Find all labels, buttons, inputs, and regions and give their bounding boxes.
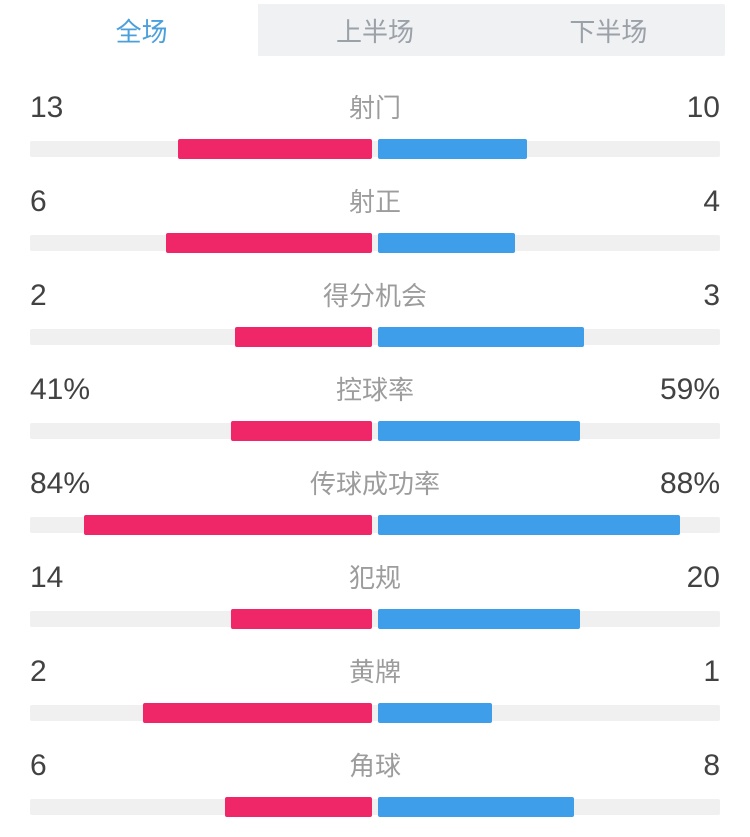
stat-row-shots: 13 射门 10	[30, 65, 720, 159]
stat-bar	[30, 327, 720, 347]
stat-row-head: 14 犯规 20	[30, 561, 720, 594]
home-bar	[225, 797, 372, 817]
away-bar	[378, 139, 527, 159]
home-value: 2	[30, 655, 47, 688]
home-bar	[84, 515, 372, 535]
stat-bar	[30, 233, 720, 253]
bar-track	[30, 705, 720, 721]
away-value: 3	[703, 279, 720, 312]
stat-label: 射正	[348, 187, 401, 217]
stat-row-head: 6 射正 4	[30, 185, 720, 218]
stat-row-head: 41% 控球率 59%	[30, 373, 720, 406]
away-value: 4	[703, 185, 720, 218]
away-bar	[378, 233, 515, 253]
bar-track	[30, 329, 720, 345]
stat-row-yellow-cards: 2 黄牌 1	[30, 629, 720, 723]
home-bar	[231, 421, 372, 441]
stat-row-head: 2 黄牌 1	[30, 655, 720, 688]
home-value: 84%	[30, 467, 91, 500]
bar-track	[30, 799, 720, 815]
stat-row-head: 2 得分机会 3	[30, 279, 720, 312]
stat-bar	[30, 515, 720, 535]
home-value: 6	[30, 185, 47, 218]
away-bar	[378, 327, 584, 347]
away-value: 59%	[659, 373, 720, 406]
stat-label: 得分机会	[322, 281, 427, 311]
home-bar	[231, 609, 372, 629]
away-bar	[378, 421, 580, 441]
stat-row-shots-on-target: 6 射正 4	[30, 159, 720, 253]
away-value: 20	[686, 561, 720, 594]
stat-row-fouls: 14 犯规 20	[30, 535, 720, 629]
stat-bar	[30, 703, 720, 723]
home-value: 2	[30, 279, 47, 312]
stat-row-pass-accuracy: 84% 传球成功率 88%	[30, 441, 720, 535]
stat-bar	[30, 139, 720, 159]
bar-track	[30, 423, 720, 439]
stat-row-corners: 6 角球 8	[30, 723, 720, 817]
tab-full-match[interactable]: 全场	[25, 4, 259, 56]
stat-label: 控球率	[335, 375, 414, 405]
away-value: 10	[686, 91, 720, 124]
home-value: 13	[30, 91, 64, 124]
home-bar	[235, 327, 372, 347]
tab-second-half[interactable]: 下半场	[569, 16, 648, 47]
stat-row-big-chances: 2 得分机会 3	[30, 253, 720, 347]
home-bar	[166, 233, 372, 253]
away-bar	[378, 797, 574, 817]
bar-track	[30, 141, 720, 157]
home-bar	[178, 139, 372, 159]
bar-track	[30, 611, 720, 627]
period-tabs: 全场 上半场 下半场	[25, 4, 725, 56]
tab-first-half[interactable]: 上半场	[335, 16, 414, 47]
stat-label: 犯规	[348, 563, 401, 593]
stat-row-head: 84% 传球成功率 88%	[30, 467, 720, 500]
stat-label: 传球成功率	[309, 469, 440, 499]
stat-bar	[30, 797, 720, 817]
stat-row-head: 13 射门 10	[30, 91, 720, 124]
away-value: 8	[703, 749, 720, 782]
home-value: 14	[30, 561, 64, 594]
away-bar	[378, 609, 580, 629]
stat-bar	[30, 421, 720, 441]
stats-list: 13 射门 10 6 射正 4 2	[30, 56, 720, 817]
stat-label: 角球	[348, 751, 401, 781]
stat-label: 黄牌	[348, 657, 401, 687]
away-value: 1	[703, 655, 720, 688]
stat-row-head: 6 角球 8	[30, 749, 720, 782]
stat-label: 射门	[348, 93, 401, 123]
bar-track	[30, 235, 720, 251]
stat-row-possession: 41% 控球率 59%	[30, 347, 720, 441]
stat-bar	[30, 609, 720, 629]
home-value: 6	[30, 749, 47, 782]
away-bar	[378, 515, 680, 535]
away-value: 88%	[659, 467, 720, 500]
match-stats-screen: 全场 上半场 下半场 13 射门 10 6 射正 4	[0, 4, 750, 837]
away-bar	[378, 703, 492, 723]
home-bar	[143, 703, 372, 723]
home-value: 41%	[30, 373, 91, 406]
